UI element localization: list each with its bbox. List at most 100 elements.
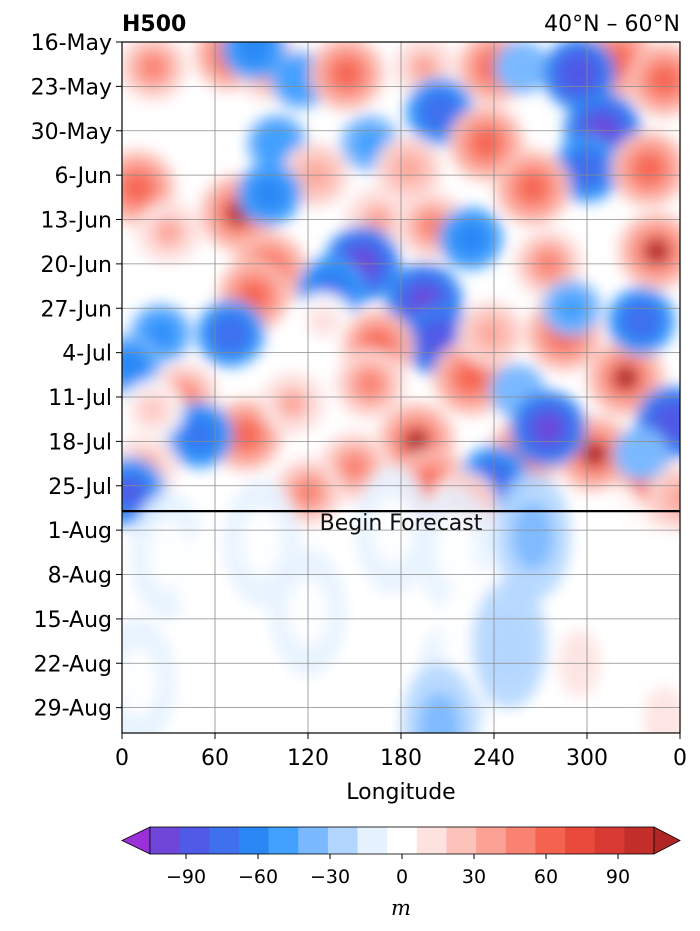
y-tick-label: 18-Jul [48,430,112,455]
y-tick-label: 30-May [31,120,112,145]
anomaly-feature [125,175,150,201]
anomaly-feature [266,133,288,154]
anomaly-feature [142,399,164,421]
colorbar-bin [150,827,181,854]
anomaly-feature [652,67,677,93]
anomaly-feature [313,310,334,332]
anomaly-feature [413,56,436,79]
anomaly-feature [289,69,311,91]
colorbar-bin [298,827,329,854]
chart-title: H500 [122,12,186,37]
anomaly-feature [240,508,283,577]
y-axis-dates: 16-May 23-May 30-May 6-Jun 13-Jun 20-Jun 27-Ju… [31,31,122,722]
colorbar-bin [446,827,477,854]
colorbar-tick-label: −30 [310,866,350,888]
colorbar-bin [476,827,507,854]
colorbar: −90 −60 −30 0 30 60 90 [121,826,681,888]
colorbar-tick-label: 60 [534,866,558,888]
y-tick-label: 16-May [31,31,112,56]
y-tick-label: 23-May [31,75,112,100]
anomaly-feature [434,515,477,584]
x-tick-label: 60 [201,746,229,771]
begin-forecast-annotation: Begin Forecast [320,511,483,536]
y-tick-label: 20-Jun [40,253,112,278]
anomaly-feature [428,100,452,124]
x-tick-label: 0 [115,746,129,771]
colorbar-bin [357,827,388,854]
anomaly-field [122,42,680,733]
colorbar-bin [238,827,269,854]
forecast-marker: Begin Forecast [122,510,680,536]
y-tick-label: 1-Aug [48,519,112,544]
anomaly-feature [643,686,680,733]
y-tick-label: 13-Jun [40,209,112,234]
anomaly-feature [613,365,639,391]
colorbar-tick-label: −90 [166,866,206,888]
anomaly-feature [281,392,304,415]
anomaly-feature [218,322,243,346]
x-tick-label: 0 [673,746,687,771]
anomaly-feature [631,444,652,464]
anomaly-feature [473,130,499,156]
y-tick-label: 25-Jul [48,475,112,500]
anomaly-feature [150,323,172,345]
anomaly-feature [233,422,259,448]
anomaly-feature [511,57,532,78]
anomaly-feature [397,157,421,181]
anomaly-feature [420,214,444,238]
y-tick-label: 8-Aug [48,564,112,589]
anomaly-feature [122,480,142,504]
grid-lines [122,42,680,733]
colorbar-bin [209,827,240,854]
colorbar-bin [624,827,655,854]
anomaly-feature [511,502,554,571]
anomaly-feature [567,61,592,86]
x-tick-label: 300 [566,746,608,771]
colorbar-bin [565,827,596,854]
anomaly-feature [122,354,141,377]
anomaly-feature [459,227,482,250]
colorbar-bin [327,827,358,854]
colorbar-bin [268,827,299,854]
y-tick-label: 4-Jul [62,342,112,367]
anomaly-feature [358,372,382,397]
anomaly-feature [660,410,680,435]
colorbar-bin [387,827,418,854]
anomaly-feature [520,175,546,201]
anomaly-feature [582,441,608,467]
anomaly-feature [242,42,265,60]
y-tick-label: 11-Jul [48,386,112,411]
anomaly-feature [644,238,670,264]
colorbar-tick-label: 0 [396,866,408,888]
anomaly-feature [535,416,561,442]
anomaly-feature [157,221,180,244]
anomaly-feature [141,55,165,80]
colorbar-extend-low [121,826,151,855]
colorbar-bin [505,827,536,854]
colorbar-tick-label: 90 [606,866,630,888]
anomaly-feature [241,283,266,308]
anomaly-feature [359,133,381,154]
colorbar-bin [416,827,447,854]
anomaly-feature [479,322,503,345]
anomaly-feature [418,692,461,733]
anomaly-feature [342,454,367,479]
anomaly-feature [507,380,528,401]
anomaly-feature [629,309,653,333]
anomaly-feature [488,610,531,679]
y-tick-label: 29-Aug [34,697,112,722]
y-tick-label: 15-Aug [34,608,112,633]
y-tick-label: 6-Jun [54,164,112,189]
colorbar-bin [179,827,210,854]
x-axis-longitude: 0 60 120 180 240 300 0 [115,733,687,771]
anomaly-feature [427,327,452,353]
x-tick-label: 240 [473,746,515,771]
colorbar-extend-high [653,826,681,855]
x-axis-label: Longitude [346,780,455,805]
anomaly-feature [597,515,639,584]
anomaly-feature [636,156,662,182]
anomaly-feature [668,487,680,510]
y-tick-label: 22-Aug [34,652,112,677]
x-tick-label: 180 [380,746,422,771]
